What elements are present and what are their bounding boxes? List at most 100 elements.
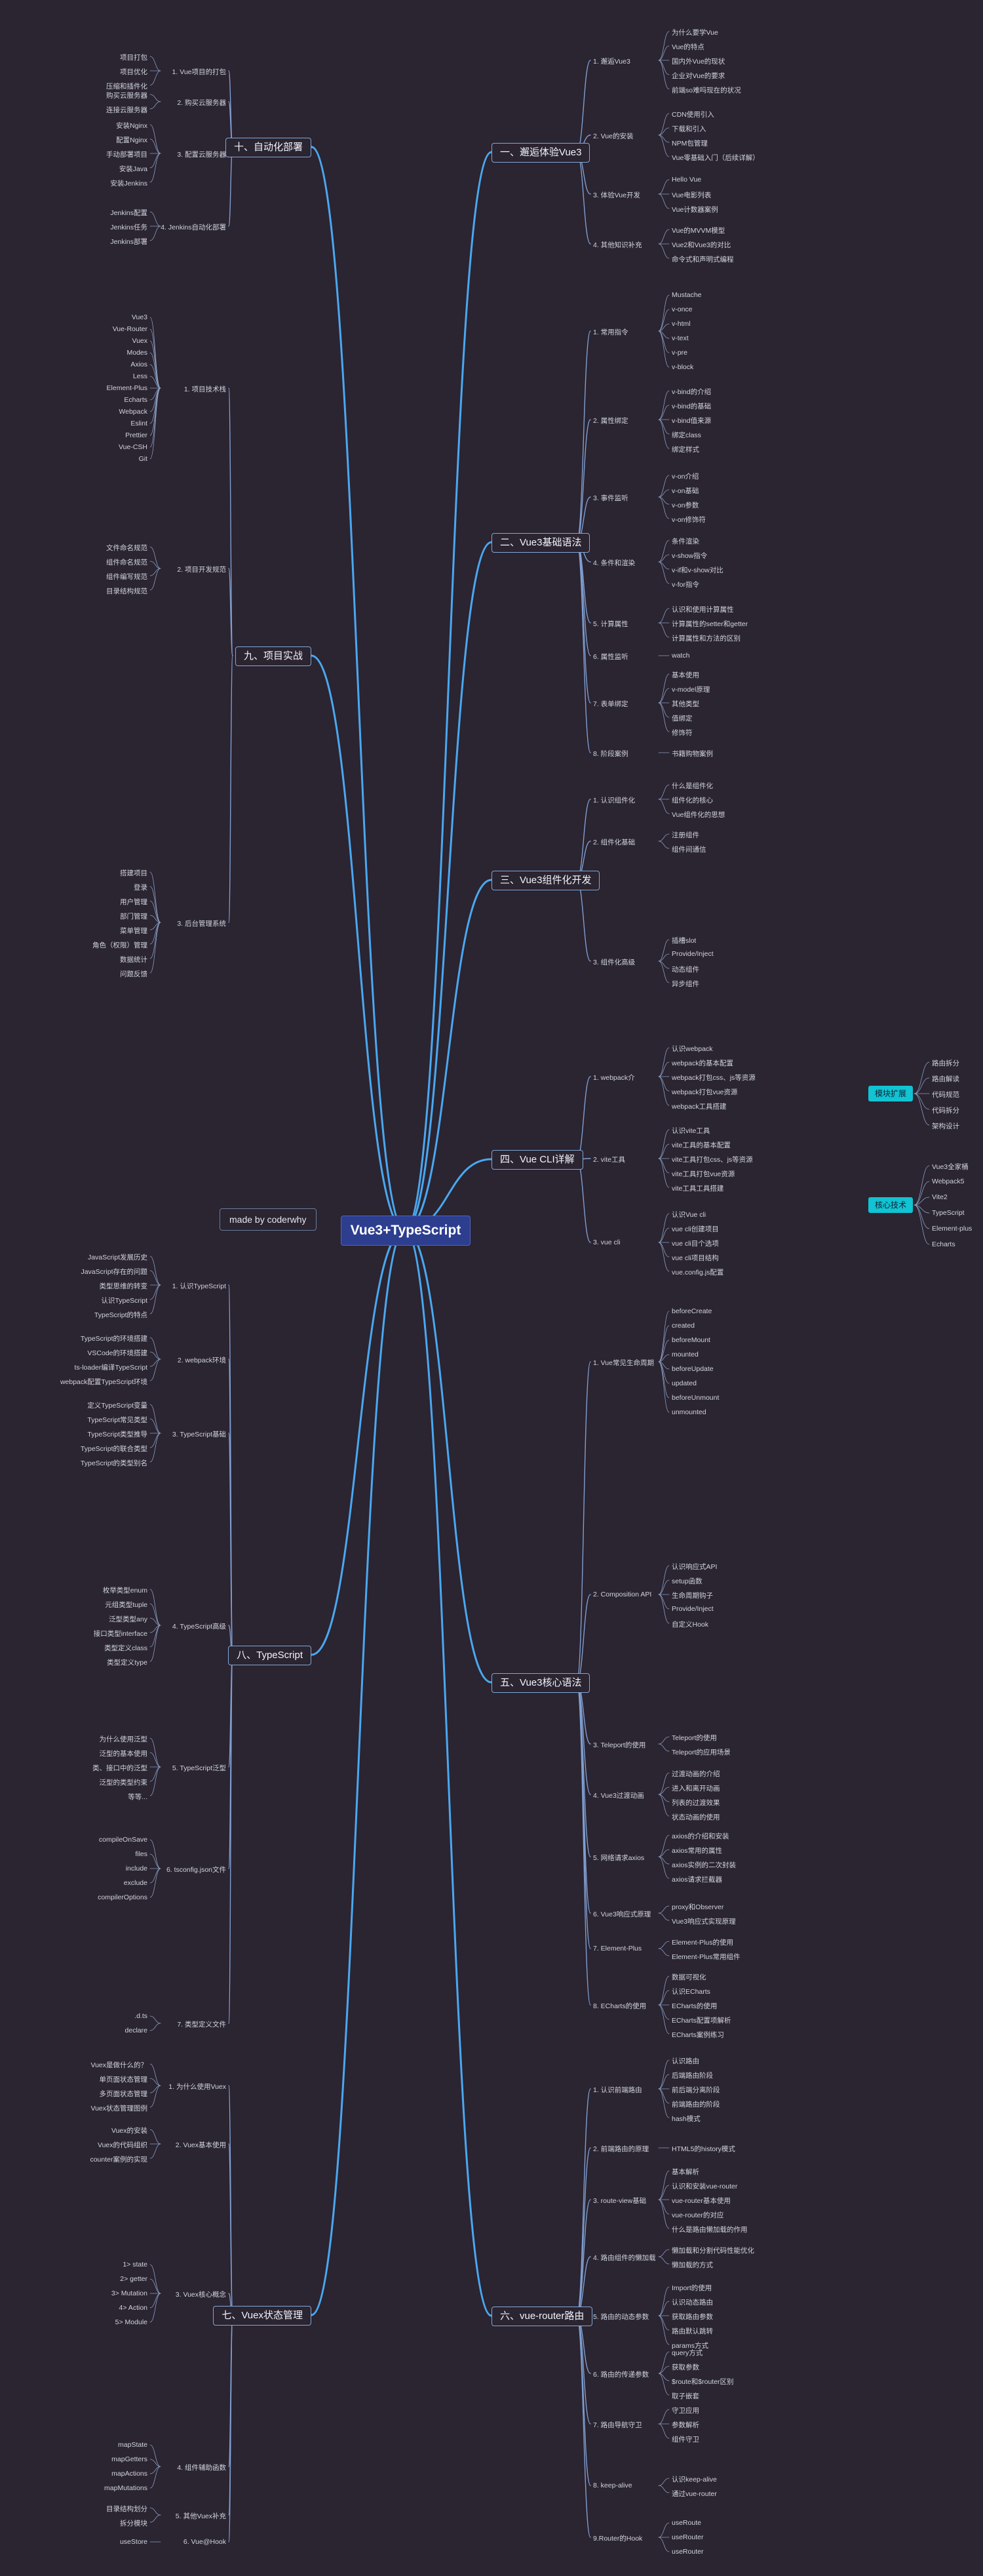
leaf-node[interactable]: ECharts的使用 — [672, 2002, 718, 2010]
leaf-node[interactable]: Provide/Inject — [672, 950, 714, 958]
group-node[interactable]: 3. 后台管理系统 — [177, 920, 226, 928]
leaf-node[interactable]: webpack的基本配置 — [672, 1060, 733, 1067]
leaf-node[interactable]: exclude — [123, 1879, 147, 1887]
leaf-node[interactable]: 元组类型tuple — [105, 1601, 147, 1609]
side-leaf[interactable]: Webpack5 — [932, 1178, 965, 1185]
group-node[interactable]: 9.Router的Hook — [593, 2535, 643, 2543]
leaf-node[interactable]: v-model原理 — [672, 686, 710, 694]
leaf-node[interactable]: useRouter — [672, 2548, 704, 2556]
leaf-node[interactable]: 后端路由阶段 — [672, 2072, 713, 2080]
leaf-node[interactable]: TypeScript的特点 — [94, 1311, 147, 1319]
leaf-node[interactable]: v-html — [672, 320, 691, 328]
group-node[interactable]: 3. 事件监听 — [593, 494, 628, 502]
side-leaf[interactable]: 路由拆分 — [932, 1060, 959, 1067]
leaf-node[interactable]: vite工具的基本配置 — [672, 1141, 731, 1149]
leaf-node[interactable]: 计算属性和方法的区别 — [672, 635, 741, 643]
leaf-node[interactable]: axios请求拦截器 — [672, 1876, 723, 1884]
leaf-node[interactable]: 文件命名规范 — [106, 544, 147, 552]
group-node[interactable]: 2. Vue的安装 — [593, 132, 634, 140]
leaf-node[interactable]: 类型定义type — [107, 1659, 147, 1667]
leaf-node[interactable]: 组件命名规范 — [106, 559, 147, 566]
leaf-node[interactable]: Webpack — [119, 408, 147, 416]
leaf-node[interactable]: 懒加载和分割代码性能优化 — [672, 2247, 754, 2255]
leaf-node[interactable]: setup函数 — [672, 1577, 703, 1585]
credit-node[interactable]: made by coderwhy — [220, 1208, 317, 1231]
leaf-node[interactable]: axios常用的属性 — [672, 1847, 723, 1855]
leaf-node[interactable]: Vue的MVVM模型 — [672, 227, 725, 235]
leaf-node[interactable]: 认识动态路由 — [672, 2299, 713, 2307]
group-node[interactable]: 1. webpack介 — [593, 1074, 635, 1082]
leaf-node[interactable]: Vuex的代码组织 — [97, 2141, 147, 2149]
leaf-node[interactable]: 角色（权限）管理 — [92, 941, 147, 949]
leaf-node[interactable]: updated — [672, 1379, 697, 1387]
group-node[interactable]: 1. 认识TypeScript — [172, 1282, 226, 1290]
leaf-node[interactable]: 枚举类型enum — [102, 1587, 147, 1595]
leaf-node[interactable]: 书籍购物案例 — [672, 750, 713, 758]
leaf-node[interactable]: Vue零基础入门（后续详解） — [672, 154, 760, 162]
leaf-node[interactable]: v-text — [672, 334, 689, 342]
group-node[interactable]: 5. 计算属性 — [593, 620, 628, 628]
leaf-node[interactable]: 组件编写规范 — [106, 573, 147, 581]
leaf-node[interactable]: 懒加载的方式 — [672, 2261, 713, 2269]
group-node[interactable]: 1. 认识前端路由 — [593, 2086, 642, 2094]
group-node[interactable]: 2. 项目开发规范 — [177, 566, 226, 574]
leaf-node[interactable]: vue cli目个选项 — [672, 1240, 719, 1248]
leaf-node[interactable]: HTML5的history模式 — [672, 2145, 735, 2153]
branch-node[interactable]: 三、Vue3组件化开发 — [492, 871, 600, 890]
leaf-node[interactable]: .d.ts — [134, 2012, 147, 2020]
leaf-node[interactable]: Vue的特点 — [672, 43, 704, 51]
leaf-node[interactable]: Element-Plus的使用 — [672, 1939, 733, 1947]
leaf-node[interactable]: vue cli项目结构 — [672, 1254, 719, 1262]
side-badge[interactable]: 模块扩展 — [868, 1086, 914, 1101]
leaf-node[interactable]: 生命周期钩子 — [672, 1592, 713, 1600]
leaf-node[interactable]: 认识Vue cli — [672, 1211, 706, 1219]
leaf-node[interactable]: 异步组件 — [672, 980, 699, 988]
leaf-node[interactable]: 购买云服务器 — [106, 92, 147, 100]
leaf-node[interactable]: webpack打包vue资源 — [672, 1088, 738, 1096]
leaf-node[interactable]: 定义TypeScript变量 — [87, 1402, 147, 1410]
leaf-node[interactable]: files — [135, 1850, 147, 1858]
group-node[interactable]: 1. 邂逅Vue3 — [593, 58, 630, 66]
leaf-node[interactable]: beforeUnmount — [672, 1394, 720, 1402]
leaf-node[interactable]: TypeScript常见类型 — [87, 1416, 147, 1424]
leaf-node[interactable]: v-on介绍 — [672, 473, 699, 481]
leaf-node[interactable]: 企业对Vue的要求 — [672, 72, 725, 80]
leaf-node[interactable]: Teleport的应用场景 — [672, 1749, 731, 1756]
group-node[interactable]: 8. keep-alive — [593, 2482, 632, 2489]
group-node[interactable]: 6. Vue3响应式原理 — [593, 1911, 651, 1918]
leaf-node[interactable]: 认识webpack — [672, 1045, 713, 1053]
leaf-node[interactable]: webpack配置TypeScript环境 — [60, 1378, 147, 1386]
leaf-node[interactable]: Provide/Inject — [672, 1605, 714, 1613]
leaf-node[interactable]: 搭建项目 — [120, 869, 147, 877]
group-node[interactable]: 8. 阶段案例 — [593, 750, 628, 758]
leaf-node[interactable]: Element-Plus常用组件 — [672, 1953, 741, 1961]
leaf-node[interactable]: 4> Action — [119, 2304, 148, 2312]
leaf-node[interactable]: webpack工具搭建 — [672, 1103, 727, 1111]
leaf-node[interactable]: 命令式和声明式编程 — [672, 256, 734, 264]
leaf-node[interactable]: VSCode的环境搭建 — [87, 1349, 147, 1357]
leaf-node[interactable]: 泛型类型any — [109, 1615, 147, 1623]
leaf-node[interactable]: 下载和引入 — [672, 125, 706, 133]
leaf-node[interactable]: beforeCreate — [672, 1307, 712, 1315]
leaf-node[interactable]: 前端so难吗现在的状况 — [672, 87, 741, 94]
leaf-node[interactable]: 取子嵌套 — [672, 2392, 699, 2400]
leaf-node[interactable]: 问题反馈 — [120, 970, 147, 978]
group-node[interactable]: 7. 路由导航守卫 — [593, 2421, 642, 2429]
leaf-node[interactable]: 认识响应式API — [672, 1563, 718, 1571]
leaf-node[interactable]: Mustache — [672, 291, 702, 299]
side-badge[interactable]: 核心技术 — [868, 1197, 914, 1213]
leaf-node[interactable]: 前后端分离阶段 — [672, 2086, 720, 2094]
leaf-node[interactable]: v-bind值来源 — [672, 417, 712, 425]
leaf-node[interactable]: mapMutations — [104, 2484, 147, 2492]
leaf-node[interactable]: 菜单管理 — [120, 927, 147, 935]
group-node[interactable]: 5. TypeScript泛型 — [172, 1764, 226, 1772]
side-leaf[interactable]: 代码拆分 — [932, 1107, 959, 1115]
side-leaf[interactable]: TypeScript — [932, 1209, 965, 1217]
leaf-node[interactable]: unmounted — [672, 1408, 706, 1416]
group-node[interactable]: 7. Element-Plus — [593, 1945, 642, 1952]
leaf-node[interactable]: Jenkins部署 — [110, 238, 147, 246]
leaf-node[interactable]: 认识keep-alive — [672, 2476, 717, 2484]
leaf-node[interactable]: 什么是组件化 — [672, 782, 713, 790]
leaf-node[interactable]: Jenkins任务 — [110, 224, 147, 231]
leaf-node[interactable]: 认识vite工具 — [672, 1127, 710, 1135]
